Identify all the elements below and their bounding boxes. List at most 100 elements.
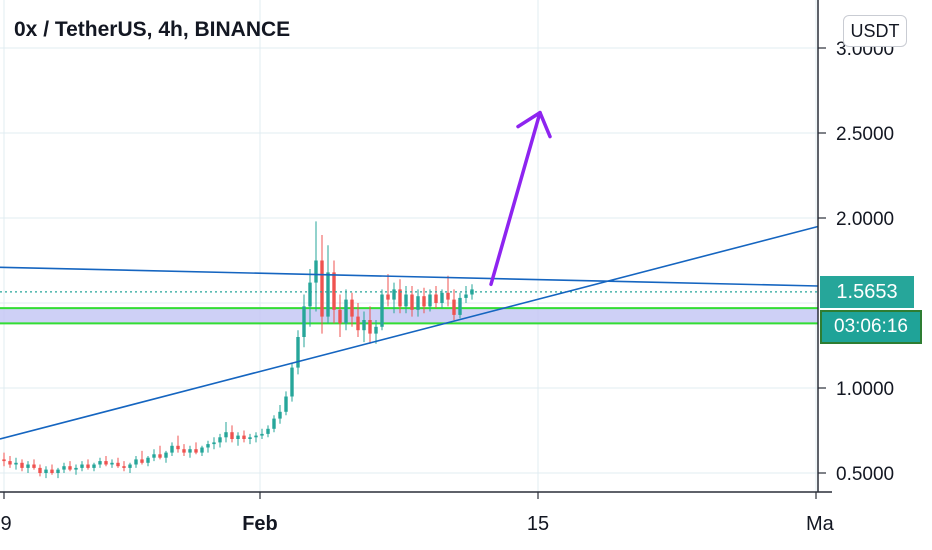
candle-body (350, 299, 354, 317)
candle-body (440, 292, 444, 303)
candle-body (62, 466, 66, 470)
candle (452, 289, 456, 320)
candle-body (314, 260, 318, 283)
candle (224, 422, 228, 443)
candle-body (50, 469, 54, 473)
candle (242, 430, 246, 443)
candle (422, 287, 426, 314)
candle-body (104, 461, 108, 465)
candle-body (320, 260, 324, 317)
candle-body (224, 432, 228, 438)
candle (410, 286, 414, 317)
candle (14, 457, 18, 470)
candle-body (392, 289, 396, 300)
candle-body (146, 457, 150, 463)
price-tick-label: 2.0000 (836, 209, 894, 230)
candle (398, 279, 402, 314)
candle (332, 260, 336, 324)
candle-body (128, 464, 132, 468)
candle (344, 289, 348, 331)
candle-body (308, 282, 312, 307)
candle (254, 432, 258, 443)
candle (290, 362, 294, 402)
candle-body (290, 367, 294, 397)
candle-body (98, 461, 102, 465)
candle-body (380, 294, 384, 327)
candle-body (356, 316, 360, 331)
candle-body (80, 464, 84, 468)
candle (194, 442, 198, 455)
candle (404, 286, 408, 314)
candle (128, 462, 132, 473)
candle-body (140, 459, 144, 463)
candle (164, 450, 168, 463)
candle (8, 456, 12, 468)
candle (38, 464, 42, 477)
candle (326, 245, 330, 324)
zone-fill (0, 308, 818, 324)
candle (104, 456, 108, 467)
price-tick-label: 2.5000 (836, 124, 894, 145)
candle-body (362, 320, 366, 331)
candle (86, 459, 90, 470)
candle-body (326, 272, 330, 317)
candle (350, 292, 354, 327)
candle (260, 428, 264, 439)
candle-body (416, 296, 420, 310)
candle (458, 292, 462, 319)
candle-body (410, 294, 414, 310)
candle (314, 221, 318, 312)
candle-body (266, 428, 270, 434)
candle (80, 461, 84, 472)
support-zone (0, 307, 818, 325)
candle (50, 464, 54, 475)
grid (0, 0, 818, 492)
candle (134, 456, 138, 468)
candle-body (218, 437, 222, 443)
candle (56, 467, 60, 479)
candle (44, 466, 48, 479)
candle (356, 303, 360, 337)
candle (20, 459, 24, 472)
candle (230, 425, 234, 443)
currency-button[interactable]: USDT (843, 15, 907, 47)
candle-body (464, 294, 468, 298)
candle-body (14, 462, 18, 465)
candle-body (206, 444, 210, 448)
candle (140, 450, 144, 465)
candle-body (404, 294, 408, 307)
trendline-descending (0, 266, 819, 287)
candle (386, 274, 390, 307)
candle-body (296, 337, 300, 368)
time-tick-label: 15 (527, 513, 549, 535)
candle (170, 442, 174, 456)
candle (266, 425, 270, 438)
candle-body (230, 432, 234, 439)
candle-body (236, 435, 240, 439)
candle-body (278, 411, 282, 419)
candle-body (248, 437, 252, 439)
forecast-arrow-shaft (489, 110, 542, 287)
candle-body (344, 299, 348, 324)
candle (206, 440, 210, 453)
candle-body (68, 466, 72, 470)
candle-body (134, 459, 138, 465)
candle-body (212, 442, 216, 445)
candle (296, 330, 300, 375)
candle (272, 415, 276, 433)
candle (368, 306, 372, 344)
candle-body (332, 272, 336, 310)
candle (236, 432, 240, 446)
candle (122, 461, 126, 472)
candle (188, 445, 192, 458)
candle-body (92, 464, 96, 468)
candle-body (182, 449, 186, 453)
candle-body (374, 326, 378, 334)
candle-body (272, 418, 276, 429)
candle (182, 444, 186, 456)
candle (158, 445, 162, 460)
candle-body (44, 469, 48, 473)
candle (110, 459, 114, 468)
